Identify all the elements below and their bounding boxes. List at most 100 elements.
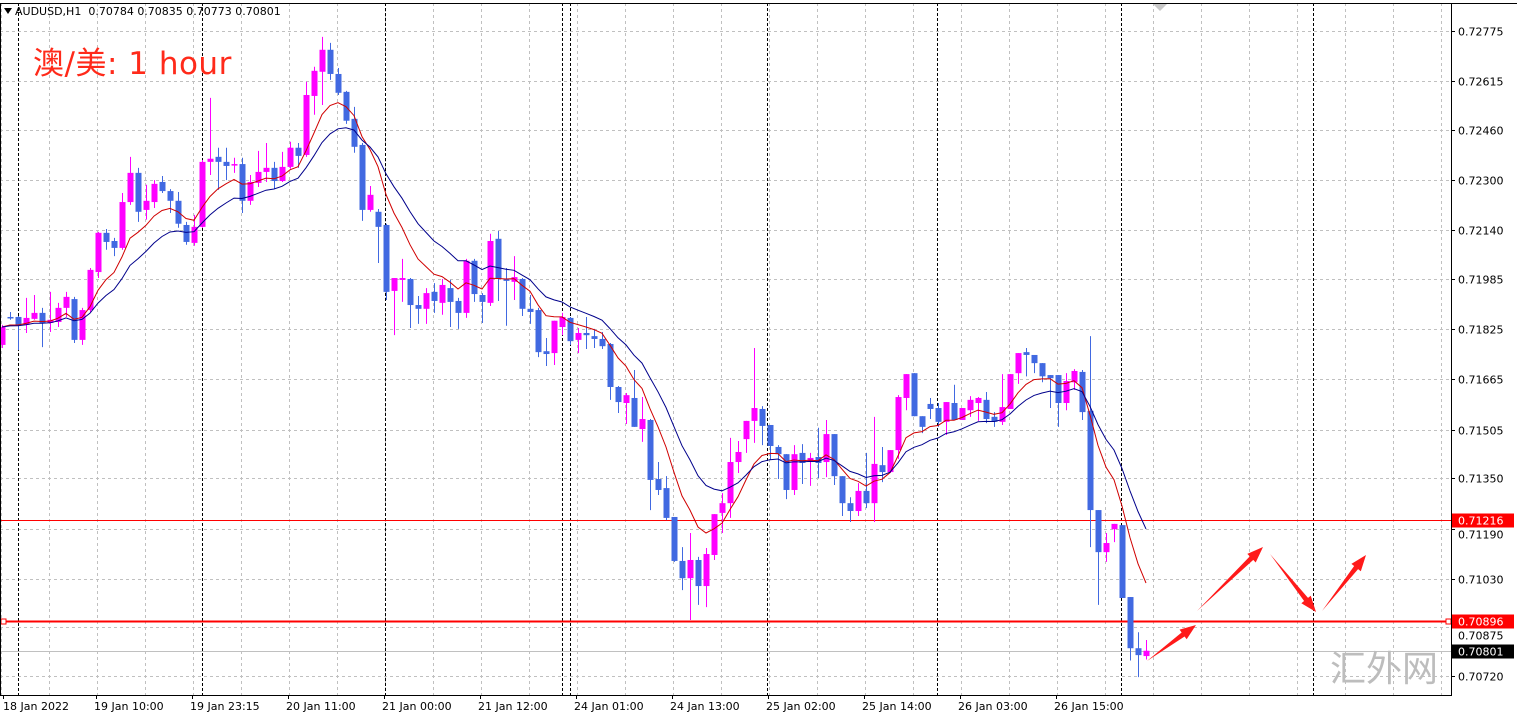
candle-body [951,403,958,420]
candle-body [591,336,598,339]
arrow-icon[interactable] [1270,554,1316,612]
candle [495,230,502,301]
candle-body [159,181,166,192]
candle [823,419,830,478]
x-tick-label: 20 Jan 11:00 [286,700,356,713]
candle [367,186,374,212]
candle [319,36,326,106]
candle-body [535,310,542,353]
candle-body [911,373,918,417]
x-tick-label: 26 Jan 03:00 [958,700,1028,713]
y-tick-label: 0.71505 [1458,425,1504,438]
candle-body [599,338,606,347]
candle-body [847,503,854,512]
candle-body [0,327,6,345]
y-tick-label: 0.72140 [1458,225,1504,238]
chart-header: AUDUSD,H1 0.70784 0.70835 0.70773 0.7080… [4,5,281,18]
candle-body [895,397,902,451]
time-axis[interactable]: 18 Jan 2022 19 Jan 10:00 19 Jan 23:15 20 Ja… [3,695,1124,713]
candle-body [127,172,134,203]
level-handle-icon[interactable] [0,618,7,625]
candle-body [1031,354,1038,364]
fast-moving-average-line [1,102,1147,584]
arrow-icon[interactable] [1147,625,1196,661]
candle [103,229,110,250]
candle [591,328,598,349]
candle-body [39,312,46,323]
price-axis[interactable]: 0.72775 0.72615 0.72460 0.72300 0.72140 0.719… [1451,26,1504,684]
candle-body [271,167,278,182]
candle [127,156,134,205]
candle [847,497,854,522]
candle-body [495,238,502,279]
candle [287,141,294,169]
candle-body [391,278,398,291]
candle [1031,354,1038,374]
candle [767,424,774,460]
candle-body [927,403,934,409]
candle-body [487,240,494,303]
candle-body [143,200,150,210]
dropdown-triangle-icon[interactable] [4,8,12,14]
candle [1119,525,1126,598]
moving-averages [1,102,1147,584]
arrow-shape[interactable] [1322,555,1366,611]
candle-body [239,164,246,201]
period-separators [18,3,1314,695]
arrow-icon[interactable] [1197,547,1263,611]
candle-body [983,399,990,420]
candle-body [743,420,750,440]
candle [399,258,406,302]
arrow-shape[interactable] [1147,625,1196,661]
candle-body [287,147,294,167]
candle [143,184,150,220]
candle-body [351,118,358,147]
candle [199,159,206,228]
arrow-icon[interactable] [1322,555,1366,611]
level-handle-icon[interactable] [1445,618,1452,625]
candle-body [223,161,230,166]
candle-body [679,560,686,579]
candle-body [775,446,782,455]
candle [159,176,166,193]
candle [1111,523,1118,543]
candle [1135,632,1142,678]
candle-body [479,294,486,302]
candle [647,419,654,511]
candle-body [31,312,38,319]
drawn-arrows[interactable] [1147,547,1366,661]
chart-annotation: 澳/美: 1 hour [33,46,232,82]
candle-body [831,434,838,477]
candle [263,143,270,182]
candle [631,370,638,427]
candle-body [79,310,86,340]
candle-body [719,503,726,513]
candle [295,143,302,168]
candle [503,267,510,326]
candle-body [87,269,94,311]
candle-body [167,191,174,201]
candle [111,237,118,257]
chart-shift-marker-icon[interactable] [1153,4,1167,11]
horizontal-levels[interactable] [0,520,1452,652]
arrow-shape[interactable] [1197,547,1263,611]
candle [839,476,846,517]
candle [407,278,414,328]
candle [935,403,942,427]
y-tick-label: 0.70720 [1458,671,1504,684]
arrow-shape[interactable] [1270,554,1316,612]
candle [799,444,806,485]
candle-body [471,260,478,295]
candle-body [879,465,886,473]
candle [63,291,70,317]
candle-body [615,386,622,403]
candle [959,408,966,420]
level-price-tag [1452,513,1514,528]
y-tick-label: 0.71665 [1458,374,1504,387]
candle-body [1111,523,1118,530]
candle-body [767,424,774,447]
candle [775,445,782,479]
y-tick-label: 0.72775 [1458,26,1504,39]
candle-body [367,194,374,210]
